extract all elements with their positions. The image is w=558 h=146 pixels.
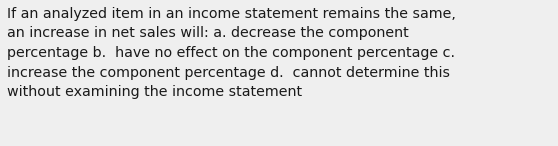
Text: If an analyzed item in an income statement remains the same,
an increase in net : If an analyzed item in an income stateme… [7,7,456,99]
